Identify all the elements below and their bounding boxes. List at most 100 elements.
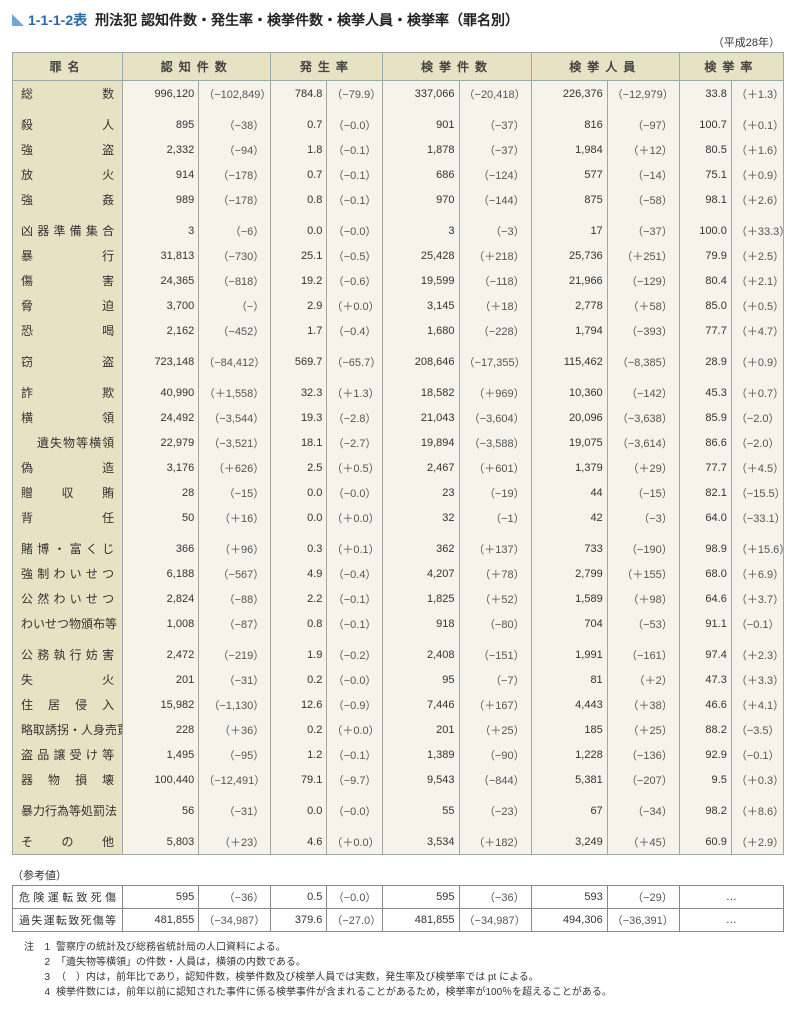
- table-row: 放 火914（−178）0.7（−0.1）686（−124）577（−14）75…: [13, 162, 784, 187]
- cell-value: 5,381: [531, 767, 607, 792]
- cell-value: 595: [383, 886, 459, 909]
- cell-diff: （−6）: [199, 212, 271, 243]
- cell-diff: （−27.0）: [327, 909, 383, 932]
- cell-diff: （＋38）: [607, 692, 679, 717]
- cell-value: 0.0: [271, 505, 327, 530]
- cell-diff: （−15）: [607, 480, 679, 505]
- cell-value: 50: [123, 505, 199, 530]
- cell-value: 989: [123, 187, 199, 212]
- cell-value: 10,360: [531, 374, 607, 405]
- cell-diff: （−7）: [459, 667, 531, 692]
- cell-diff: （−129）: [607, 268, 679, 293]
- cell-value: 100.7: [679, 106, 731, 137]
- cell-diff: （＋18）: [459, 293, 531, 318]
- cell-diff: （＋16）: [199, 505, 271, 530]
- cell-value: 704: [531, 611, 607, 636]
- cell-value: 494,306: [531, 909, 607, 932]
- cell-diff: （＋4.1）: [731, 692, 783, 717]
- cell-diff: （−0.0）: [327, 792, 383, 823]
- table-row: 強制わいせつ6,188（−567）4.9（−0.4）4,207（＋78）2,79…: [13, 561, 784, 586]
- crime-table: 罪名認知件数発生率検挙件数検挙人員検挙率総 数996,120（−102,849）…: [12, 52, 784, 855]
- cell-diff: （＋36）: [199, 717, 271, 742]
- cell-value: 56: [123, 792, 199, 823]
- cell-diff: （−118）: [459, 268, 531, 293]
- cell-value: 875: [531, 187, 607, 212]
- cell-diff: （＋0.3）: [731, 767, 783, 792]
- cell-diff: （＋0.1）: [731, 106, 783, 137]
- cell-diff: （−15.5）: [731, 480, 783, 505]
- cell-diff: （＋2）: [607, 667, 679, 692]
- cell-value: 686: [383, 162, 459, 187]
- column-header: 罪名: [13, 53, 123, 81]
- cell-value: 3,534: [383, 823, 459, 855]
- cell-value: 362: [383, 530, 459, 561]
- cell-value: 0.3: [271, 530, 327, 561]
- table-row: 強 姦989（−178）0.8（−0.1）970（−144）875（−58）98…: [13, 187, 784, 212]
- cell-diff: （＋0.0）: [327, 505, 383, 530]
- cell-diff: （−844）: [459, 767, 531, 792]
- cell-value: 2,162: [123, 318, 199, 343]
- row-label: 略取誘拐・人身売買: [13, 717, 123, 742]
- cell-value: 733: [531, 530, 607, 561]
- cell-value: 19,599: [383, 268, 459, 293]
- cell-value: 46.6: [679, 692, 731, 717]
- footnote-text: 「遺失物等横領」の件数・人員は，横領の内数である。: [56, 955, 306, 970]
- cell-value: 3,176: [123, 455, 199, 480]
- cell-value: 0.8: [271, 611, 327, 636]
- cell-value: 901: [383, 106, 459, 137]
- cell-value: 481,855: [123, 909, 199, 932]
- cell-diff: （＋969）: [459, 374, 531, 405]
- cell-value: 1,228: [531, 742, 607, 767]
- cell-value: 25.1: [271, 243, 327, 268]
- cell-diff: （−37）: [459, 137, 531, 162]
- title-triangle-icon: [12, 14, 24, 26]
- cell-value: 784.8: [271, 81, 327, 107]
- cell-diff: （＋0.5）: [327, 455, 383, 480]
- cell-value: 0.7: [271, 162, 327, 187]
- cell-diff: （−567）: [199, 561, 271, 586]
- cell-diff: （−0.1）: [327, 586, 383, 611]
- cell-diff: （−20,418）: [459, 81, 531, 107]
- cell-value: 4,443: [531, 692, 607, 717]
- cell-diff: （＋2.1）: [731, 268, 783, 293]
- row-label: そ の 他: [13, 823, 123, 855]
- cell-value: 0.5: [271, 886, 327, 909]
- cell-value: 45.3: [679, 374, 731, 405]
- cell-diff: （＋2.3）: [731, 636, 783, 667]
- cell-value: 379.6: [271, 909, 327, 932]
- cell-diff: （＋0.0）: [327, 293, 383, 318]
- cell-value: 2.5: [271, 455, 327, 480]
- cell-value: 4,207: [383, 561, 459, 586]
- cell-diff: （−12,979）: [607, 81, 679, 107]
- cell-diff: （＋137）: [459, 530, 531, 561]
- column-header: 発生率: [271, 53, 383, 81]
- cell-value: 9,543: [383, 767, 459, 792]
- table-row: 暴力行為等処罰法56（−31）0.0（−0.0）55（−23）67（−34）98…: [13, 792, 784, 823]
- cell-value: 1,389: [383, 742, 459, 767]
- cell-value: 1,794: [531, 318, 607, 343]
- cell-value: 337,066: [383, 81, 459, 107]
- cell-value: 55: [383, 792, 459, 823]
- cell-diff: （−12,491）: [199, 767, 271, 792]
- cell-value: 22,979: [123, 430, 199, 455]
- cell-diff: （−19）: [459, 480, 531, 505]
- cell-value: 895: [123, 106, 199, 137]
- cell-diff: （−0.1）: [327, 742, 383, 767]
- cell-diff: （−34）: [607, 792, 679, 823]
- cell-value: 21,043: [383, 405, 459, 430]
- cell-diff: （−0.1）: [327, 162, 383, 187]
- cell-value: 77.7: [679, 455, 731, 480]
- cell-value: 0.0: [271, 792, 327, 823]
- cell-value: 21,966: [531, 268, 607, 293]
- cell-diff: （−0.4）: [327, 318, 383, 343]
- cell-value: 3,145: [383, 293, 459, 318]
- cell-diff: （＋58）: [607, 293, 679, 318]
- cell-diff: （−36）: [199, 886, 271, 909]
- cell-value: 0.2: [271, 667, 327, 692]
- cell-value: 15,982: [123, 692, 199, 717]
- row-label: 失 火: [13, 667, 123, 692]
- cell-diff: （−0.0）: [327, 212, 383, 243]
- cell-value: 226,376: [531, 81, 607, 107]
- table-row: 危険運転致死傷595（−36）0.5（−0.0）595（−36）593（−29）…: [13, 886, 784, 909]
- footnote-number: 1: [38, 940, 56, 955]
